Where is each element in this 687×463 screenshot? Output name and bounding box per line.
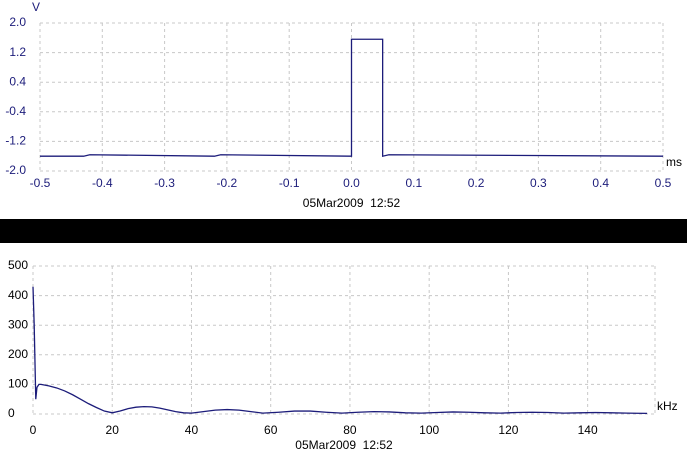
signal-line — [32, 286, 648, 415]
y-tick-label: 200 — [8, 347, 28, 361]
x-unit: ms — [666, 155, 682, 169]
y-unit: V — [32, 0, 40, 14]
x-tick-label: 0.2 — [468, 176, 485, 190]
x-tick-label: 100 — [419, 423, 439, 437]
x-tick-label: -0.3 — [154, 176, 175, 190]
x-tick-label: 0.1 — [405, 176, 422, 190]
x-tick-label: 60 — [264, 423, 278, 437]
x-tick-label: -0.4 — [92, 176, 113, 190]
x-tick-label: -0.1 — [279, 176, 300, 190]
x-tick-label: -0.2 — [217, 176, 238, 190]
y-tick-label: 300 — [8, 317, 28, 331]
x-tick-label: 140 — [578, 423, 598, 437]
y-tick-label: 0.4 — [9, 74, 26, 88]
x-tick-label: 0.3 — [530, 176, 547, 190]
x-tick-label: 20 — [106, 423, 120, 437]
signal-line — [40, 38, 664, 158]
x-tick-label: 0 — [30, 423, 37, 437]
y-tick-label: 1.2 — [9, 45, 26, 59]
y-tick-label: 2.0 — [9, 15, 26, 29]
x-tick-label: 120 — [498, 423, 518, 437]
y-tick-label: -1.2 — [5, 134, 26, 148]
y-tick-label: 0 — [8, 406, 15, 420]
x-tick-label: 0.0 — [343, 176, 360, 190]
y-tick-label: -2.0 — [5, 163, 26, 177]
x-tick-label: 0.4 — [592, 176, 609, 190]
x-tick-label: -0.5 — [30, 176, 51, 190]
separator-band — [0, 219, 687, 243]
x-unit: kHz — [657, 399, 678, 413]
timestamp: 05Mar2009 12:52 — [303, 196, 401, 210]
x-tick-label: 80 — [343, 423, 357, 437]
y-tick-label: 100 — [8, 377, 28, 391]
x-tick-label: 40 — [185, 423, 199, 437]
y-tick-label: 400 — [8, 288, 28, 302]
x-tick-label: 0.5 — [655, 176, 672, 190]
y-tick-label: -0.4 — [5, 104, 26, 118]
y-tick-label: 500 — [8, 258, 28, 272]
timestamp: 05Mar2009 12:52 — [295, 438, 393, 452]
